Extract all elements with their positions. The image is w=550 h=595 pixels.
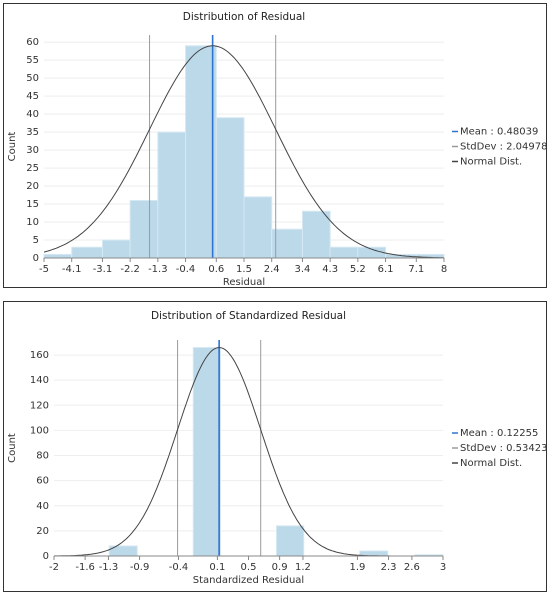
y-tick-label: 0	[43, 551, 49, 562]
bar	[215, 117, 245, 259]
bar	[71, 246, 103, 259]
y-tick-label: 10	[26, 217, 39, 228]
legend-label: StdDev : 0.53423	[460, 443, 547, 454]
y-tick-label: 55	[26, 55, 39, 66]
y-axis-label: Count	[7, 132, 18, 162]
y-tick-label: 60	[26, 37, 39, 48]
y-tick-label: 120	[30, 400, 49, 411]
y-tick-label: 60	[36, 476, 49, 487]
legend-label: Normal Dist.	[460, 458, 522, 469]
y-tick-label: 20	[36, 526, 49, 537]
x-axis-label: Residual	[223, 277, 265, 288]
x-tick-label: -0.4	[176, 264, 196, 275]
legend-label: Normal Dist.	[460, 157, 522, 168]
x-tick-label: 3	[440, 562, 446, 573]
x-tick-label: -3.1	[93, 264, 113, 275]
x-tick-label: 2.4	[264, 264, 280, 275]
normal-curve	[43, 45, 444, 259]
y-tick-label: 40	[26, 109, 39, 120]
x-tick-label: 1.9	[349, 562, 365, 573]
x-tick-label: 0.1	[209, 562, 225, 573]
legend-label: StdDev : 2.04978	[460, 142, 547, 153]
x-axis-label: Standardized Residual	[193, 575, 304, 586]
x-tick-label: -1.3	[99, 562, 119, 573]
legend-label: Mean : 0.48039	[460, 127, 538, 138]
chart-title: Distribution of Residual	[183, 11, 305, 23]
bar	[301, 210, 331, 259]
y-tick-label: 25	[26, 163, 39, 174]
bar	[43, 253, 73, 259]
panel	[3, 301, 547, 592]
x-tick-label: 6.1	[378, 264, 394, 275]
y-tick-label: 140	[30, 375, 49, 386]
y-tick-label: 80	[36, 451, 49, 462]
chart-title: Distribution of Standardized Residual	[151, 310, 346, 322]
x-tick-label: -2	[49, 562, 59, 573]
y-tick-label: 100	[30, 425, 49, 436]
y-tick-label: 50	[26, 73, 39, 84]
legend-label: Mean : 0.12255	[460, 428, 538, 439]
bar	[157, 131, 187, 259]
bar	[243, 196, 273, 259]
x-tick-label: 0.5	[241, 562, 257, 573]
y-tick-label: 30	[26, 145, 39, 156]
x-tick-label: 2.6	[404, 562, 420, 573]
bar	[185, 45, 217, 259]
bar	[192, 347, 221, 557]
y-tick-label: 20	[26, 181, 39, 192]
x-tick-label: 4.3	[322, 264, 338, 275]
x-tick-label: -1.6	[75, 562, 95, 573]
y-tick-label: 5	[33, 235, 39, 246]
x-tick-label: 0.6	[208, 264, 224, 275]
x-tick-label: 2.3	[381, 562, 397, 573]
x-tick-label: -1.3	[148, 264, 168, 275]
x-tick-label: 0.9	[272, 562, 288, 573]
x-tick-label: 5.2	[350, 264, 366, 275]
bar	[329, 246, 359, 259]
bar	[276, 525, 305, 557]
x-tick-label: 1.2	[295, 562, 311, 573]
x-tick-label: -4.1	[62, 264, 82, 275]
y-tick-label: 40	[36, 501, 49, 512]
y-tick-label: 45	[26, 91, 39, 102]
y-tick-label: 160	[30, 350, 49, 361]
bar	[101, 239, 131, 259]
x-tick-label: 3.4	[295, 264, 311, 275]
x-tick-label: -2.2	[120, 264, 140, 275]
y-tick-label: 15	[26, 199, 39, 210]
x-tick-label: 1.5	[236, 264, 252, 275]
bar	[129, 199, 159, 259]
y-tick-label: 35	[26, 127, 39, 138]
x-tick-label: -5	[39, 264, 49, 275]
bar	[271, 228, 303, 259]
y-tick-label: 0	[33, 253, 39, 264]
y-axis-label: Count	[7, 433, 18, 463]
x-tick-label: 8	[441, 264, 447, 275]
x-tick-label: 7.1	[408, 264, 424, 275]
x-tick-label: -0.4	[169, 562, 189, 573]
x-tick-label: -0.9	[130, 562, 150, 573]
